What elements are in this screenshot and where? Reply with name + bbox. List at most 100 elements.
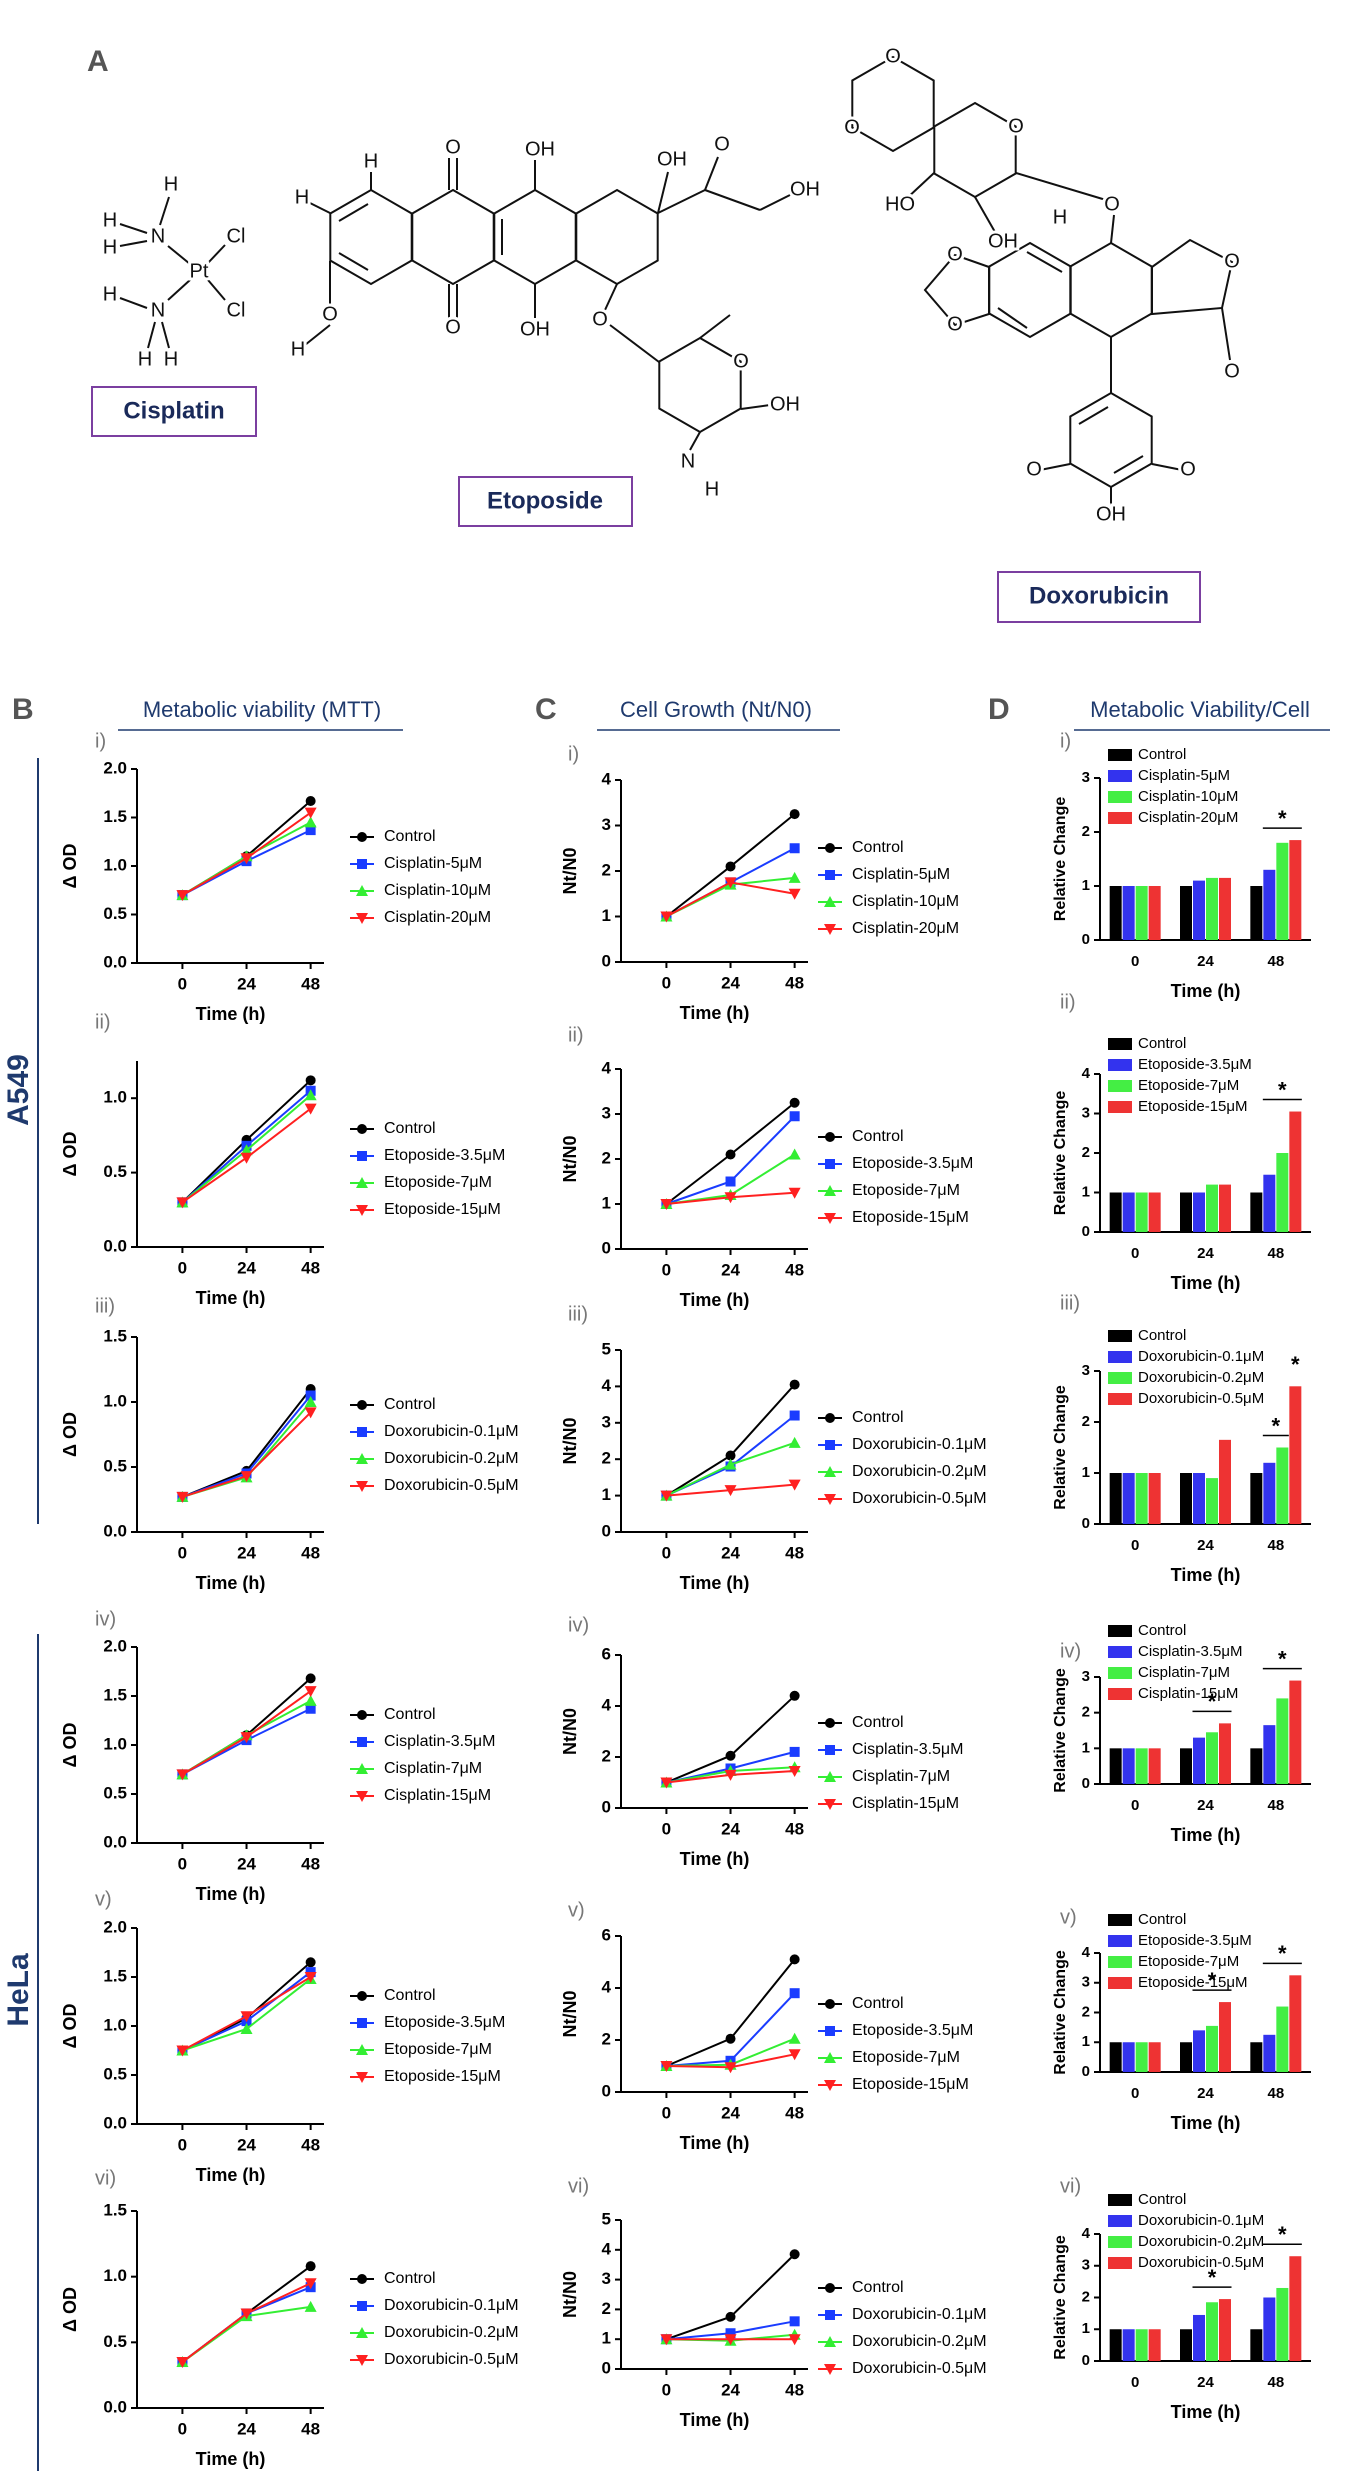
- bar: [1193, 2314, 1205, 2361]
- marker: [240, 1471, 253, 1483]
- legend-swatch: [1108, 2236, 1132, 2248]
- y-tick-label: 2: [1082, 2003, 1090, 2020]
- legend-label: Etoposide-3.5μM: [384, 2014, 505, 2031]
- y-axis-label: Relative Change: [1052, 1668, 1069, 1793]
- y-tick-label: 6: [602, 1644, 611, 1663]
- marker: [788, 1148, 801, 1160]
- legend-label: Etoposide-3.5μM: [384, 1147, 505, 1164]
- marker: [789, 1954, 800, 1965]
- legend-swatch: [1108, 2194, 1132, 2206]
- bar: [1219, 2002, 1231, 2072]
- legend-label: Control: [384, 828, 436, 845]
- y-axis-label: Relative Change: [1052, 797, 1069, 922]
- x-axis-label: Time (h): [680, 1003, 750, 1023]
- legend-label: Cisplatin-7μM: [852, 1768, 950, 1785]
- atom-label: O: [1104, 193, 1120, 215]
- legend-label: Control: [852, 1714, 904, 1731]
- bar: [1219, 2299, 1231, 2361]
- y-axis-label: Δ OD: [60, 1132, 80, 1177]
- legend-label: Etoposide-15μM: [384, 2068, 501, 2085]
- legend-swatch: [1108, 749, 1132, 761]
- bar: [1263, 869, 1276, 940]
- y-tick-label: 0.5: [103, 904, 127, 923]
- legend-marker: [825, 2026, 835, 2036]
- x-tick-label: 48: [1267, 2374, 1284, 2391]
- legend-label: Control: [852, 2279, 904, 2296]
- legend-label: Etoposide-7μM: [852, 1182, 960, 1199]
- legend-label: Cisplatin-3.5μM: [384, 1733, 495, 1750]
- legend-marker: [356, 2355, 368, 2366]
- y-tick-label: 3: [1082, 1974, 1090, 1991]
- x-tick-label: 24: [721, 1260, 740, 1279]
- legend-marker: [825, 2283, 835, 2293]
- x-tick-label: 0: [178, 2419, 187, 2438]
- y-axis-label: Δ OD: [60, 844, 80, 889]
- bar: [1250, 2329, 1263, 2361]
- legend-label: Etoposide-7μM: [1138, 1953, 1239, 1970]
- marker: [240, 1732, 253, 1744]
- marker: [725, 1750, 736, 1761]
- legend-marker: [357, 1737, 367, 1747]
- legend-label: Doxorubicin-0.2μM: [1138, 1369, 1264, 1386]
- legend-marker: [825, 1413, 835, 1423]
- bar: [1109, 1473, 1122, 1524]
- legend-swatch: [1108, 1688, 1132, 1700]
- y-tick-label: 0.0: [103, 2397, 127, 2416]
- legend-label: Control: [384, 1120, 436, 1137]
- x-tick-label: 0: [662, 973, 671, 992]
- marker: [305, 1957, 316, 1968]
- significance-mark: *: [1278, 1646, 1287, 1671]
- bar: [1219, 1723, 1231, 1784]
- legend-label: Doxorubicin-0.1μM: [1138, 2212, 1264, 2229]
- x-tick-label: 48: [785, 2380, 804, 2399]
- doxorubicin-bonds: [851, 55, 1234, 505]
- atom-label: Pt: [190, 260, 209, 282]
- legend-marker: [824, 1213, 836, 1224]
- x-tick-label: 24: [721, 2103, 740, 2122]
- atom-label: OH: [525, 138, 555, 160]
- bar: [1276, 1698, 1289, 1784]
- y-axis-label: Nt/N0: [560, 847, 580, 894]
- bar: [1276, 1153, 1289, 1232]
- y-tick-label: 2: [1082, 1144, 1090, 1161]
- legend-label: Cisplatin-20μM: [852, 920, 959, 937]
- legend-label: Control: [1138, 1035, 1186, 1052]
- y-tick-label: 1.5: [103, 807, 127, 826]
- panel-label: iv): [1060, 1640, 1081, 1662]
- marker: [725, 1149, 736, 1160]
- marker: [660, 1490, 673, 1502]
- x-tick-label: 0: [178, 974, 187, 993]
- legend-label: Etoposide-7μM: [1138, 1077, 1239, 1094]
- x-axis-label: Time (h): [1171, 1273, 1241, 1293]
- series-line: [182, 1401, 312, 1498]
- legend-marker: [356, 885, 368, 896]
- column-header: Cell Growth (Nt/N0): [620, 697, 812, 722]
- marker: [660, 2334, 673, 2346]
- bar: [1180, 1192, 1192, 1232]
- x-tick-label: 24: [237, 2135, 256, 2154]
- y-tick-label: 1.5: [103, 1326, 127, 1345]
- bar: [1122, 886, 1135, 940]
- atom-label: O: [1026, 458, 1042, 480]
- marker: [789, 1746, 800, 1757]
- y-tick-label: 3: [602, 1412, 611, 1431]
- x-tick-label: 0: [178, 1543, 187, 1562]
- bar: [1263, 1462, 1276, 1524]
- panel-letter: C: [535, 693, 557, 726]
- y-tick-label: 4: [602, 1058, 612, 1077]
- panel-label: v): [1060, 1906, 1077, 1928]
- legend-swatch: [1108, 1038, 1132, 1050]
- legend-label: Etoposide-3.5μM: [1138, 1056, 1252, 1073]
- marker: [304, 1089, 317, 1101]
- panel-label: i): [568, 743, 579, 765]
- panel-label: ii): [1060, 991, 1076, 1013]
- y-tick-label: 0.5: [103, 1162, 127, 1181]
- marker: [788, 1766, 801, 1778]
- x-tick-label: 48: [1267, 1797, 1284, 1814]
- legend-marker: [824, 1771, 836, 1782]
- x-tick-label: 24: [721, 973, 740, 992]
- marker: [304, 816, 317, 828]
- chart: i) 0 1 2 3 4 Nt/N0 Time (h) 0 24 48 Control Cisplati…: [560, 743, 959, 1022]
- marker: [304, 1694, 317, 1706]
- legend-marker: [356, 1763, 368, 1774]
